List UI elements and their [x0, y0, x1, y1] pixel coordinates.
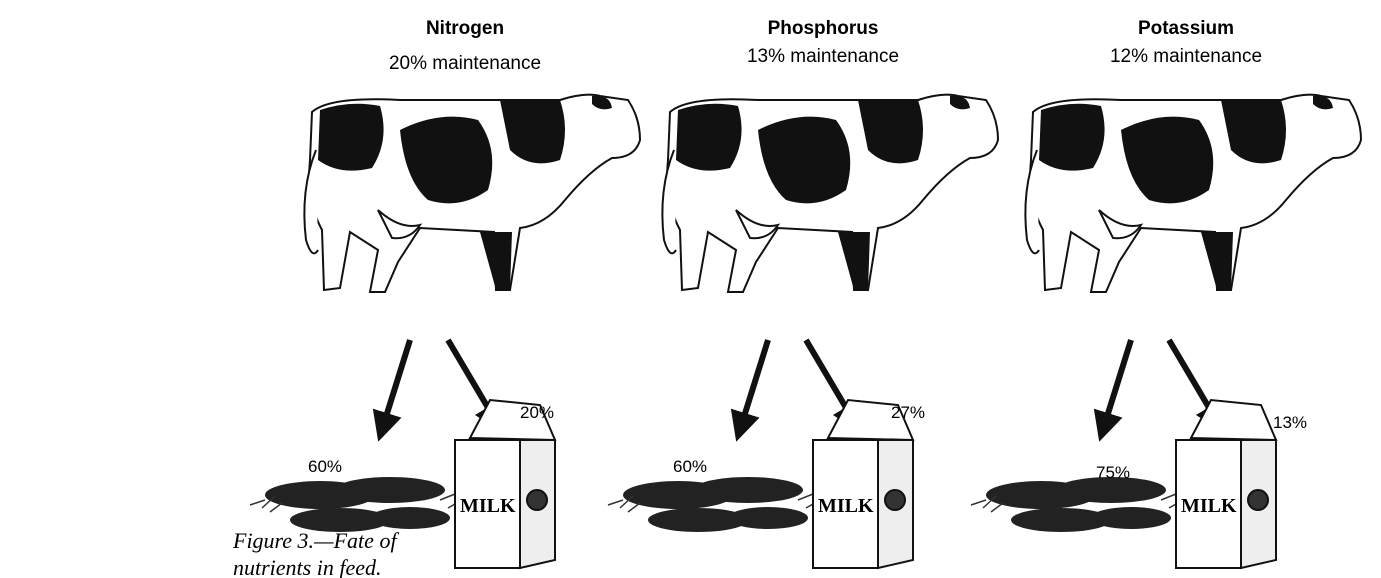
carton-label: MILK [818, 495, 874, 517]
subtitle: 12% maintenance [1110, 46, 1262, 67]
manure-percent: 60% [673, 457, 707, 476]
caption: nutrients in feed. [233, 555, 381, 578]
caption: Figure 3.—Fate of [232, 528, 399, 553]
milk-percent: 13% [1273, 413, 1307, 432]
subtitle: 13% maintenance [747, 46, 899, 67]
subtitle: 20% maintenance [389, 53, 541, 74]
figure: Nitrogen 20% maintenance 60% 20% MILK Ph… [0, 0, 1381, 578]
carton-label: MILK [460, 495, 516, 517]
manure-percent: 60% [308, 457, 342, 476]
milk-percent: 20% [520, 403, 554, 422]
manure-percent: 75% [1096, 463, 1130, 482]
panel-art [608, 95, 998, 568]
panel-art [250, 95, 640, 568]
milk-percent: 27% [891, 403, 925, 422]
title: Phosphorus [768, 18, 879, 39]
title: Nitrogen [426, 18, 504, 39]
panel-art [971, 95, 1361, 568]
carton-label: MILK [1181, 495, 1237, 517]
title: Potassium [1138, 18, 1234, 39]
